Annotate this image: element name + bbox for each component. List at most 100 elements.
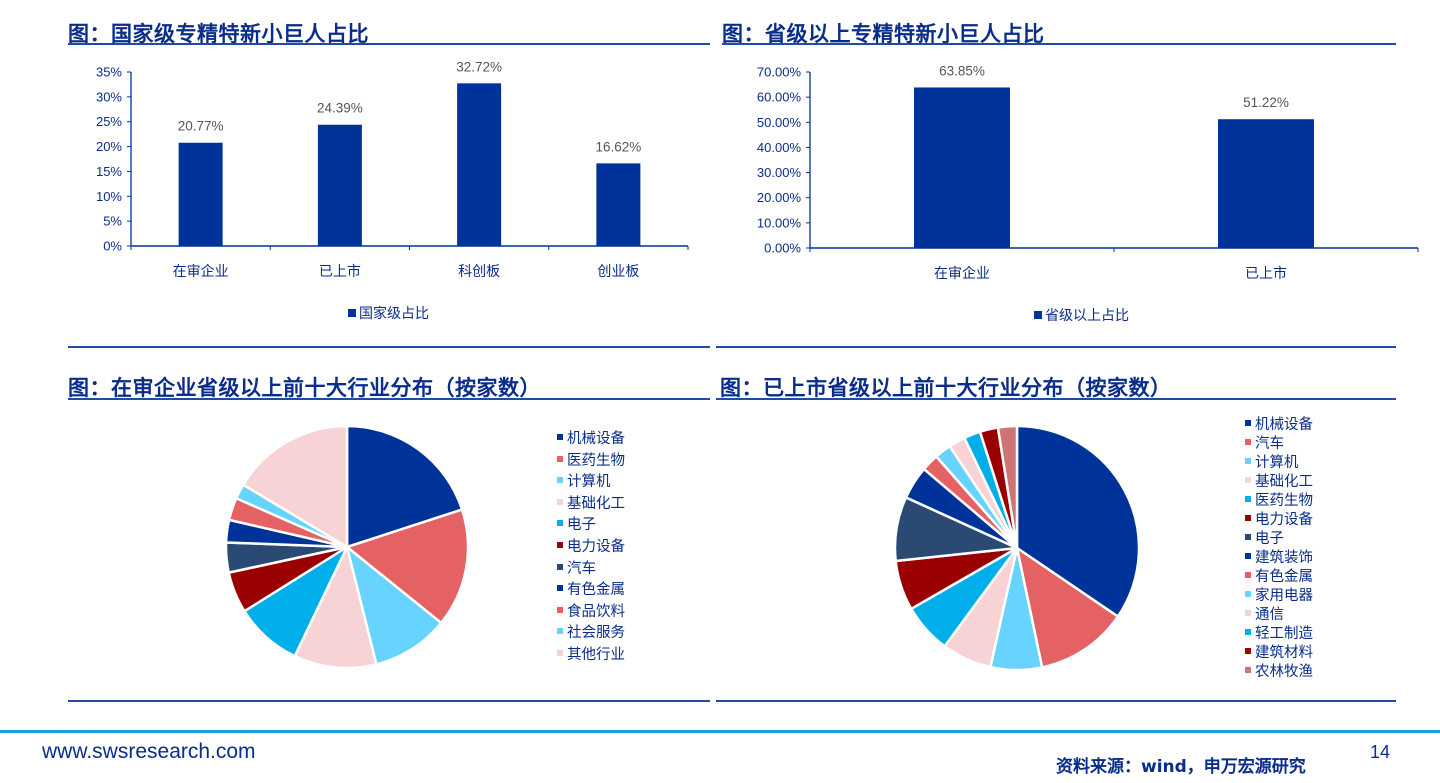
title-underline [68, 43, 710, 45]
legend-item: 通信 [1245, 606, 1313, 625]
legend-label: 家用电器 [1255, 588, 1313, 604]
legend-swatch [1245, 667, 1251, 673]
y-tick-label: 20.00% [757, 190, 802, 205]
legend-label: 基础化工 [567, 495, 625, 512]
legend-swatch [557, 434, 563, 440]
legend-item: 基础化工 [1245, 473, 1313, 492]
legend-label: 省级以上占比 [1045, 308, 1129, 324]
bar-value-label: 20.77% [178, 119, 224, 134]
title-underline [716, 398, 1396, 400]
bar [914, 87, 1010, 248]
legend-label: 有色金属 [1255, 569, 1313, 585]
bar [1218, 119, 1314, 248]
bar [457, 83, 502, 246]
y-tick-label: 25% [96, 114, 122, 129]
x-category-label: 在审企业 [173, 263, 229, 280]
panel-title-national: 图：国家级专精特新小巨人占比 [68, 22, 369, 46]
panel-divider [716, 700, 1396, 702]
pie-slice [293, 545, 378, 670]
legend-item: 电力设备 [1245, 511, 1313, 530]
x-category-label: 科创板 [458, 264, 500, 280]
legend-swatch [1245, 420, 1251, 426]
footer-bar [0, 730, 1440, 733]
footer-url[interactable]: www.swsresearch.com [42, 740, 256, 763]
legend-label: 电力设备 [567, 538, 625, 555]
legend-item: 食品饮料 [557, 602, 625, 624]
y-tick-label: 70.00% [757, 65, 802, 80]
x-category-label: 创业板 [597, 264, 639, 280]
legend-item: 其他行业 [557, 645, 625, 667]
legend-label: 有色金属 [567, 582, 625, 599]
legend-label: 国家级占比 [359, 306, 429, 322]
legend-swatch [1245, 648, 1251, 654]
bar-value-label: 51.22% [1243, 95, 1289, 110]
legend-item: 有色金属 [557, 580, 625, 602]
legend-label: 基础化工 [1255, 474, 1313, 490]
panel-divider [68, 346, 710, 348]
pie-legend-listed: 机械设备 汽车 计算机 基础化工 医药生物 电力设备 电子 建筑装饰 有色金属 家用电器 通信 轻工制… [1245, 416, 1313, 682]
y-tick-label: 30% [96, 89, 122, 104]
panel-title-provincial: 图：省级以上专精特新小巨人占比 [722, 22, 1045, 46]
legend-swatch [1245, 496, 1251, 502]
bar-value-label: 32.72% [456, 59, 502, 74]
y-tick-label: 5% [103, 214, 122, 229]
legend-swatch [557, 606, 563, 613]
legend-national: 国家级占比 [348, 303, 429, 323]
legend-item: 农林牧渔 [1245, 663, 1313, 682]
y-tick-label: 10% [96, 189, 122, 204]
legend-label: 建筑材料 [1255, 645, 1313, 661]
pie-slice [345, 508, 470, 625]
bar-value-label: 16.62% [595, 139, 641, 154]
legend-item: 计算机 [557, 472, 625, 494]
y-tick-label: 40.00% [757, 140, 802, 155]
x-category-label: 已上市 [319, 263, 361, 280]
legend-swatch [557, 585, 563, 592]
legend-label: 汽车 [567, 560, 596, 577]
panel-divider [716, 346, 1396, 348]
legend-provincial: 省级以上占比 [1034, 305, 1129, 325]
pie-slice [996, 424, 1019, 550]
legend-swatch [557, 520, 563, 527]
legend-item: 电力设备 [557, 537, 625, 559]
legend-item: 汽车 [557, 559, 625, 581]
bar-value-label: 24.39% [317, 101, 363, 116]
legend-label: 通信 [1255, 607, 1284, 623]
legend-label: 农林牧渔 [1255, 664, 1313, 680]
legend-label: 轻工制造 [1255, 626, 1313, 642]
pie-slice [1015, 546, 1120, 669]
bar [317, 124, 362, 246]
legend-label: 电子 [1255, 531, 1284, 547]
legend-swatch [1245, 553, 1251, 559]
legend-label: 食品饮料 [567, 603, 625, 620]
legend-swatch [1245, 439, 1251, 445]
panel-title-pending-industry: 图：在审企业省级以上前十大行业分布（按家数） [68, 376, 541, 400]
legend-label: 建筑装饰 [1255, 550, 1313, 566]
pie-legend-pending: 机械设备 医药生物 计算机 基础化工 电子 电力设备 汽车 有色金属 食品饮料 社会服务 其他行业 [557, 429, 625, 667]
legend-swatch [1245, 477, 1251, 483]
bar-value-label: 63.85% [939, 63, 985, 78]
legend-item: 医药生物 [557, 451, 625, 473]
title-underline [722, 43, 1396, 45]
legend-label: 计算机 [1255, 455, 1299, 471]
legend-item: 汽车 [1245, 435, 1313, 454]
y-tick-label: 30.00% [757, 165, 802, 180]
y-tick-label: 60.00% [757, 90, 802, 105]
panel-divider [68, 700, 710, 702]
legend-swatch [557, 649, 563, 656]
title-underline [68, 398, 710, 400]
pie-slice [345, 424, 464, 549]
legend-swatch [1034, 311, 1042, 319]
legend-item: 家用电器 [1245, 587, 1313, 606]
pie-slice [1015, 424, 1141, 618]
x-category-label: 已上市 [1245, 265, 1287, 282]
legend-label: 其他行业 [567, 646, 625, 663]
legend-label: 汽车 [1255, 436, 1284, 452]
y-tick-label: 20% [96, 139, 122, 154]
y-tick-label: 10.00% [757, 215, 802, 230]
legend-swatch [1245, 458, 1251, 464]
legend-item: 社会服务 [557, 623, 625, 645]
legend-label: 电力设备 [1255, 512, 1313, 528]
legend-swatch [557, 541, 563, 548]
legend-item: 机械设备 [1245, 416, 1313, 435]
legend-item: 计算机 [1245, 454, 1313, 473]
